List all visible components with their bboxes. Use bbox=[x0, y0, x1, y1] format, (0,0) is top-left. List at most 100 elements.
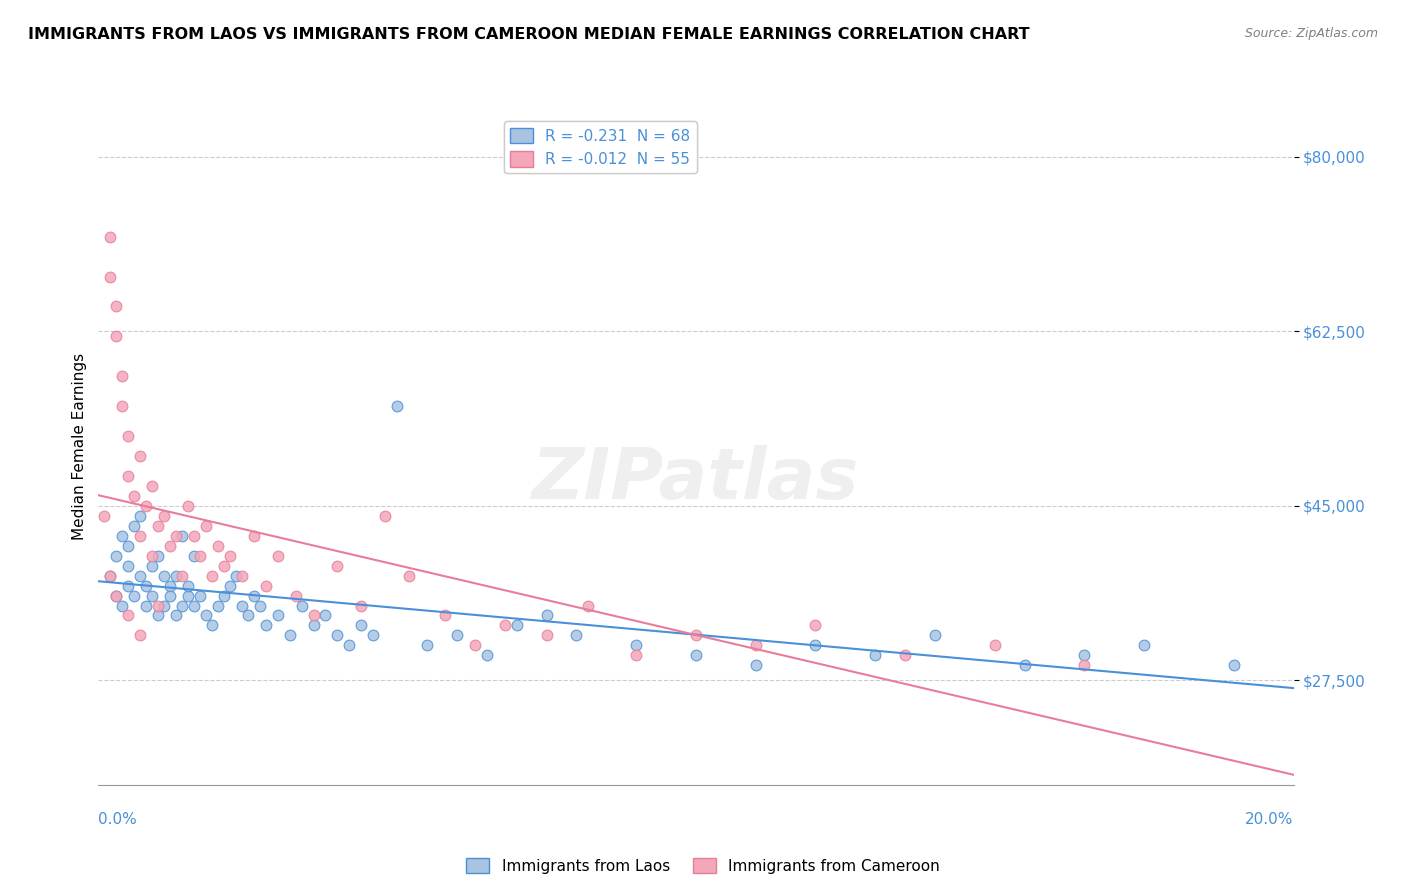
Point bbox=[111, 529, 134, 543]
Point bbox=[254, 618, 277, 632]
Point bbox=[201, 618, 224, 632]
Point bbox=[212, 589, 235, 603]
Point bbox=[117, 539, 139, 553]
Text: IMMIGRANTS FROM LAOS VS IMMIGRANTS FROM CAMEROON MEDIAN FEMALE EARNINGS CORRELAT: IMMIGRANTS FROM LAOS VS IMMIGRANTS FROM … bbox=[28, 27, 1029, 42]
Point bbox=[536, 608, 558, 623]
Point bbox=[434, 608, 457, 623]
Point bbox=[254, 578, 277, 592]
Text: ZIPatlas: ZIPatlas bbox=[533, 445, 859, 515]
Point bbox=[111, 369, 134, 384]
Point bbox=[135, 599, 157, 613]
Point bbox=[177, 589, 200, 603]
Point bbox=[129, 449, 152, 463]
Point bbox=[117, 578, 139, 592]
Point bbox=[398, 568, 420, 582]
Point bbox=[117, 469, 139, 483]
Point bbox=[416, 639, 439, 653]
Point bbox=[326, 558, 349, 573]
Point bbox=[124, 518, 146, 533]
Point bbox=[626, 639, 648, 653]
Point bbox=[494, 618, 516, 632]
Point bbox=[98, 229, 122, 244]
Point bbox=[165, 608, 187, 623]
Point bbox=[225, 568, 247, 582]
Point bbox=[326, 628, 349, 642]
Legend: Immigrants from Laos, Immigrants from Cameroon: Immigrants from Laos, Immigrants from Ca… bbox=[460, 852, 946, 880]
Point bbox=[188, 589, 211, 603]
Point bbox=[302, 618, 325, 632]
Point bbox=[1073, 658, 1095, 673]
Point bbox=[172, 568, 194, 582]
Point bbox=[578, 599, 600, 613]
Point bbox=[135, 499, 157, 513]
Point bbox=[745, 639, 768, 653]
Text: 20.0%: 20.0% bbox=[1246, 812, 1294, 827]
Point bbox=[135, 578, 157, 592]
Point bbox=[98, 568, 122, 582]
Point bbox=[159, 578, 181, 592]
Point bbox=[363, 628, 385, 642]
Point bbox=[219, 549, 242, 563]
Point bbox=[117, 429, 139, 443]
Point bbox=[177, 578, 200, 592]
Point bbox=[129, 529, 152, 543]
Point bbox=[111, 599, 134, 613]
Point bbox=[385, 399, 409, 413]
Point bbox=[111, 399, 134, 413]
Point bbox=[536, 628, 558, 642]
Point bbox=[195, 608, 218, 623]
Point bbox=[231, 568, 253, 582]
Text: 0.0%: 0.0% bbox=[98, 812, 138, 827]
Point bbox=[249, 599, 271, 613]
Point bbox=[350, 618, 373, 632]
Point bbox=[464, 639, 486, 653]
Point bbox=[98, 568, 122, 582]
Point bbox=[984, 639, 1007, 653]
Point bbox=[105, 300, 128, 314]
Point bbox=[183, 549, 205, 563]
Point bbox=[685, 648, 707, 663]
Point bbox=[105, 589, 128, 603]
Point bbox=[315, 608, 337, 623]
Point bbox=[124, 589, 146, 603]
Point bbox=[117, 558, 139, 573]
Point bbox=[201, 568, 224, 582]
Point bbox=[207, 539, 229, 553]
Point bbox=[231, 599, 253, 613]
Point bbox=[350, 599, 373, 613]
Point bbox=[685, 628, 707, 642]
Point bbox=[141, 479, 163, 493]
Point bbox=[153, 508, 176, 523]
Point bbox=[148, 549, 170, 563]
Point bbox=[1223, 658, 1246, 673]
Point bbox=[267, 549, 290, 563]
Point bbox=[141, 549, 163, 563]
Point bbox=[172, 529, 194, 543]
Point bbox=[804, 639, 827, 653]
Text: Source: ZipAtlas.com: Source: ZipAtlas.com bbox=[1244, 27, 1378, 40]
Point bbox=[183, 529, 205, 543]
Point bbox=[105, 589, 128, 603]
Point bbox=[267, 608, 290, 623]
Point bbox=[804, 618, 827, 632]
Point bbox=[148, 518, 170, 533]
Point bbox=[153, 568, 176, 582]
Point bbox=[219, 578, 242, 592]
Point bbox=[894, 648, 917, 663]
Point bbox=[159, 589, 181, 603]
Point bbox=[565, 628, 588, 642]
Point bbox=[129, 508, 152, 523]
Point bbox=[626, 648, 648, 663]
Point bbox=[1133, 639, 1156, 653]
Point bbox=[278, 628, 301, 642]
Point bbox=[207, 599, 229, 613]
Point bbox=[172, 599, 194, 613]
Point bbox=[129, 628, 152, 642]
Point bbox=[745, 658, 768, 673]
Point bbox=[148, 599, 170, 613]
Point bbox=[98, 269, 122, 284]
Point bbox=[1014, 658, 1036, 673]
Point bbox=[105, 329, 128, 343]
Point bbox=[117, 608, 139, 623]
Point bbox=[243, 529, 266, 543]
